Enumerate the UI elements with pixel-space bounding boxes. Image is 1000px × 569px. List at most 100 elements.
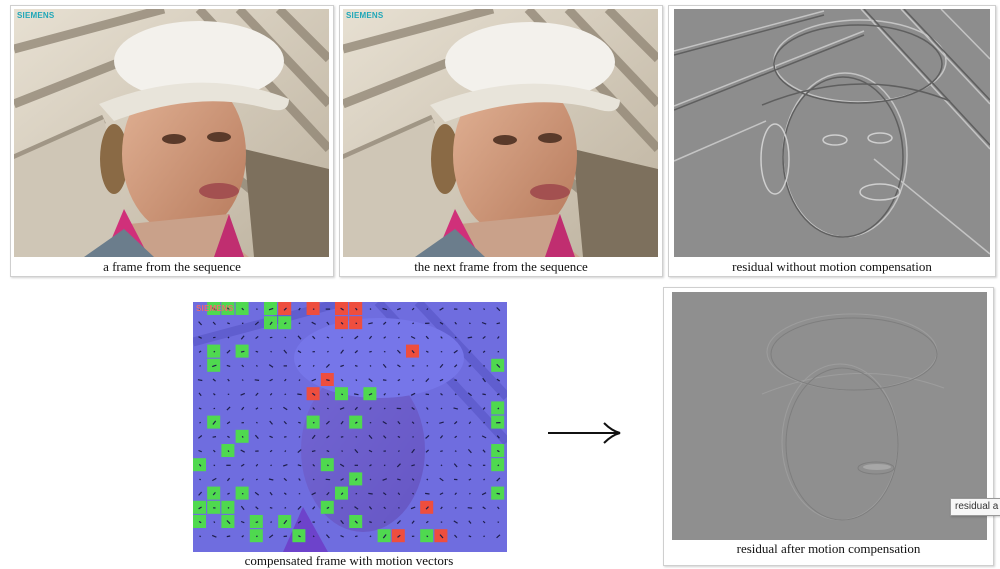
- motion-vector: [256, 522, 258, 523]
- motion-vector: [256, 422, 257, 423]
- intra-block: [236, 345, 249, 358]
- motion-vector: [228, 451, 229, 452]
- next-frame-image: SIEMENS: [343, 9, 658, 257]
- motion-vector: [327, 351, 328, 352]
- intra-block: [221, 501, 234, 514]
- motion-vector: [455, 337, 456, 338]
- motion-vector: [497, 323, 500, 324]
- intra-block: [207, 487, 220, 500]
- motion-vector: [484, 309, 485, 310]
- motion-vector: [327, 522, 328, 523]
- intra-block: [207, 345, 220, 358]
- motion-vector: [455, 394, 456, 395]
- frame-panel: SIEMENS a frame from the sequence: [10, 5, 334, 277]
- intra-block: [491, 416, 504, 429]
- motion-vector: [370, 365, 371, 366]
- skip-block: [278, 302, 291, 315]
- motion-vector: [271, 465, 272, 466]
- motion-vector: [484, 479, 485, 480]
- motion-vector: [313, 309, 314, 310]
- motion-vector: [327, 465, 328, 466]
- residual-no-mc-image: [674, 9, 990, 257]
- residual-no-mc-caption: residual without motion compensation: [669, 259, 995, 275]
- motion-vector: [271, 522, 272, 523]
- skip-block: [392, 529, 405, 542]
- motion-vector: [356, 380, 357, 381]
- motion-vector: [427, 309, 428, 310]
- motion-vector: [355, 536, 357, 537]
- motion-vector: [214, 522, 215, 523]
- motion-vector: [427, 536, 428, 537]
- intra-block: [193, 501, 206, 514]
- motion-vector: [285, 337, 286, 338]
- next-frame-caption: the next frame from the sequence: [340, 259, 662, 275]
- intra-block: [264, 302, 277, 315]
- compensated-panel: SIEMENS compensated frame with motion ve…: [191, 302, 507, 567]
- motion-vector: [426, 465, 428, 466]
- compensated-image: SIEMENS: [193, 302, 507, 552]
- motion-vector: [256, 365, 257, 366]
- motion-vector: [299, 436, 300, 437]
- skip-block: [420, 501, 433, 514]
- intra-block: [264, 316, 277, 329]
- intra-block: [307, 416, 320, 429]
- residual-mc-image: [672, 292, 987, 540]
- intra-block: [491, 401, 504, 414]
- motion-vector: [369, 351, 371, 352]
- motion-vector: [469, 323, 470, 324]
- motion-vector: [398, 394, 399, 395]
- motion-vector: [484, 422, 485, 423]
- motion-vector: [441, 408, 442, 409]
- intra-block: [278, 515, 291, 528]
- intra-block: [349, 472, 362, 485]
- intra-block: [250, 515, 263, 528]
- siemens-logo: SIEMENS: [346, 11, 383, 20]
- motion-vector: [228, 508, 229, 509]
- motion-vector: [356, 323, 357, 324]
- motion-vector: [298, 422, 300, 423]
- motion-vector: [312, 451, 315, 452]
- motion-vector: [397, 479, 400, 480]
- intra-block: [378, 529, 391, 542]
- motion-vector: [285, 394, 286, 395]
- motion-vector: [370, 479, 371, 480]
- residual-mc-caption: residual after motion compensation: [664, 541, 993, 557]
- motion-vector: [427, 422, 428, 423]
- motion-vector: [271, 351, 272, 352]
- motion-vector: [427, 479, 428, 480]
- motion-vector: [469, 493, 470, 494]
- residual-no-mc-panel: residual without motion compensation: [668, 5, 996, 277]
- motion-vector: [425, 493, 429, 494]
- motion-vector: [413, 493, 414, 494]
- skip-block: [349, 316, 362, 329]
- motion-vector: [497, 493, 500, 494]
- intra-block: [335, 387, 348, 400]
- motion-vector: [342, 451, 343, 452]
- motion-vector: [440, 451, 442, 452]
- motion-vector: [285, 451, 286, 452]
- residual-mc-panel: residual after motion compensation: [663, 287, 994, 566]
- motion-vector: [355, 366, 357, 367]
- motion-vector: [326, 380, 329, 381]
- frame-caption: a frame from the sequence: [11, 259, 333, 275]
- motion-vector: [200, 536, 201, 537]
- motion-vector: [242, 436, 243, 437]
- intra-block: [420, 529, 433, 542]
- frame-image: SIEMENS: [14, 9, 329, 257]
- motion-vector: [299, 380, 300, 381]
- motion-vector: [469, 380, 470, 381]
- motion-vector: [498, 408, 499, 409]
- intra-block: [250, 529, 263, 542]
- intra-block: [363, 387, 376, 400]
- motion-vector: [398, 451, 399, 452]
- motion-vector: [368, 493, 372, 494]
- motion-vector: [270, 508, 272, 509]
- motion-vector: [200, 422, 201, 423]
- motion-vector: [198, 380, 202, 381]
- intra-block: [335, 487, 348, 500]
- intra-block: [221, 444, 234, 457]
- motion-vector: [199, 408, 201, 409]
- motion-vector: [255, 380, 259, 381]
- motion-vector: [241, 351, 244, 352]
- motion-vector: [413, 323, 414, 324]
